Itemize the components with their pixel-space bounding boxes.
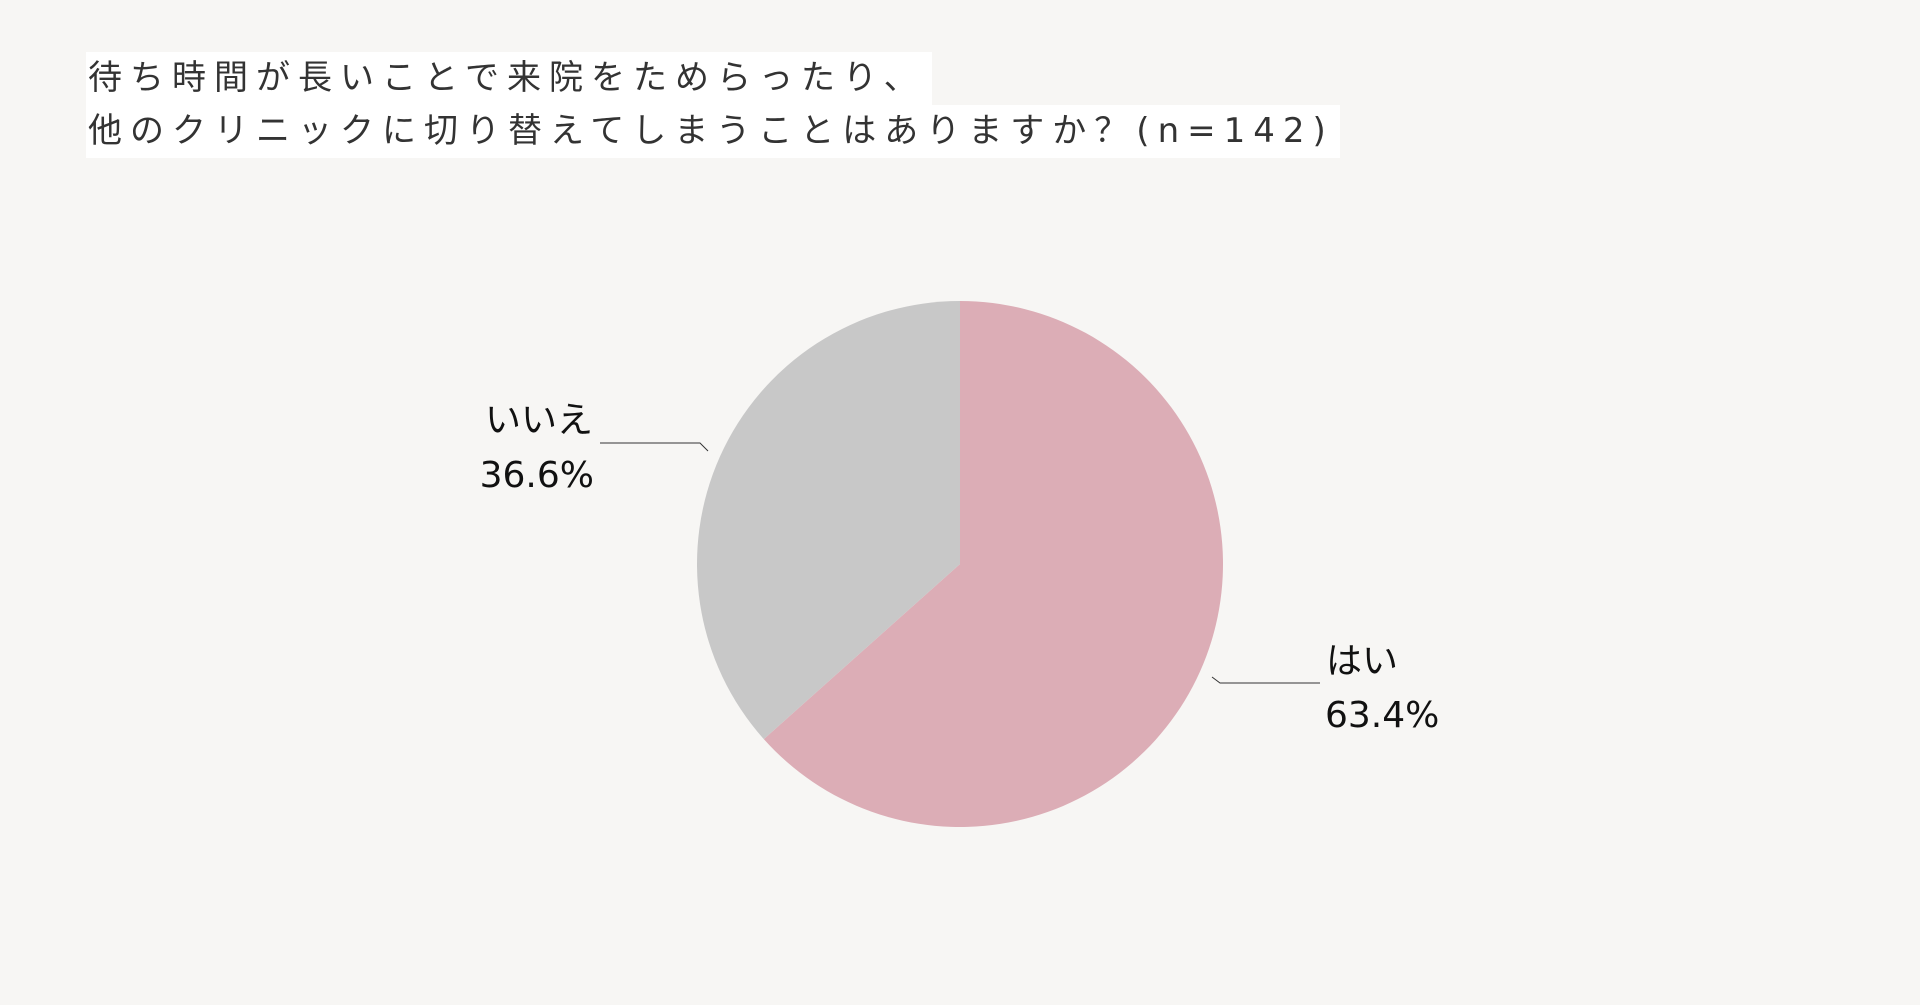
slice-label-no: いいえ: [485, 400, 593, 441]
slice-label-yes: はい: [1326, 641, 1398, 682]
leader-line-no: [600, 442, 709, 452]
pie-slice-yes: [763, 301, 1224, 828]
pie-slice-no: [697, 301, 960, 740]
chart-title-line-1: 待ち時間が長いことで来院をためらったり、: [86, 52, 932, 105]
leader-line-yes: [1211, 676, 1320, 684]
slice-value-yes: 63.4%: [1325, 695, 1439, 736]
chart-title: 待ち時間が長いことで来院をためらったり、 他のクリニックに切り替えてしまうことは…: [86, 52, 1340, 158]
chart-title-line-2: 他のクリニックに切り替えてしまうことはありますか？(n=142): [86, 105, 1340, 158]
slice-value-no: 36.6%: [480, 455, 594, 496]
